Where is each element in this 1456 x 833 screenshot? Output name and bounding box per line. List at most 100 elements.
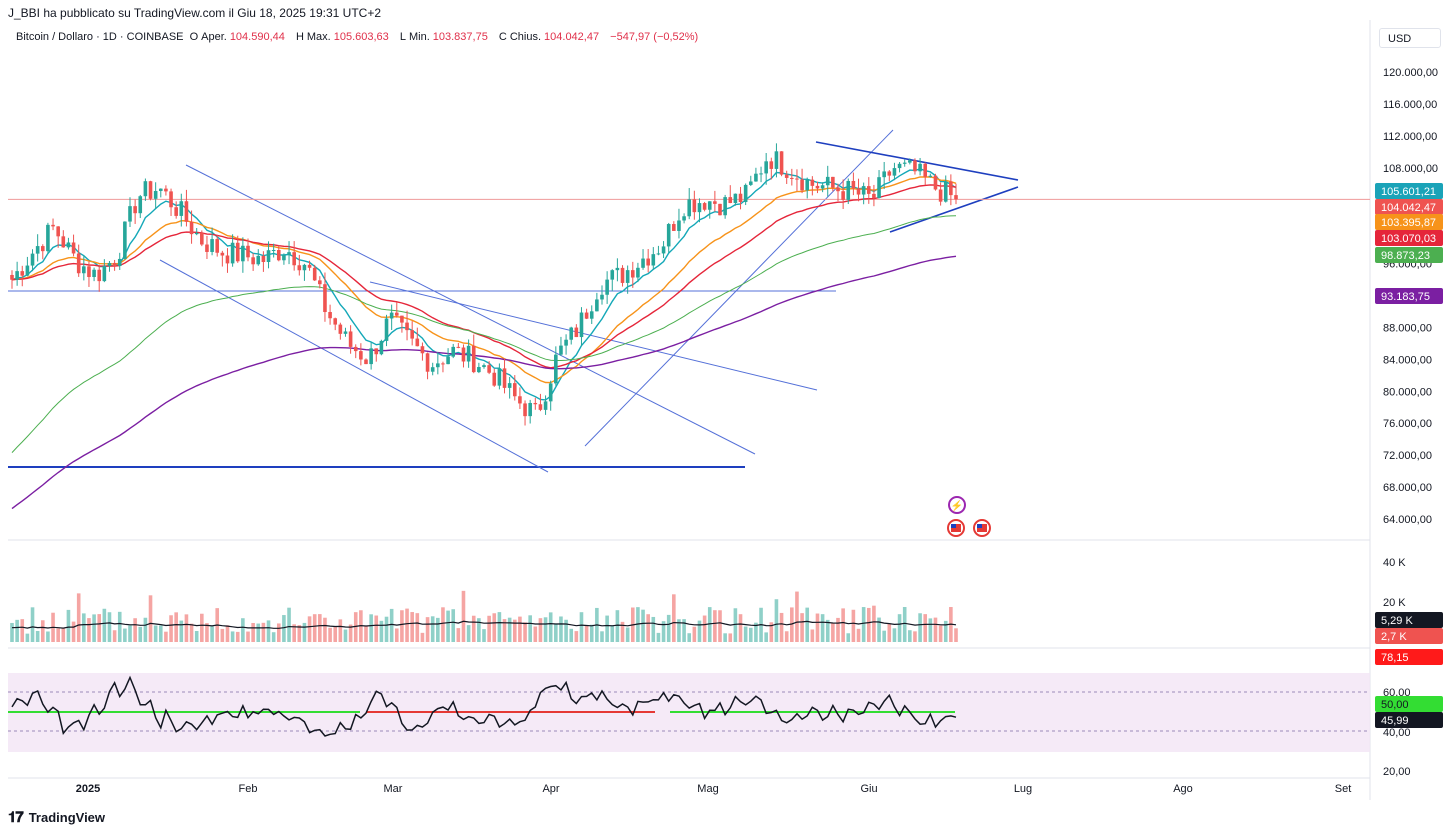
candle-body bbox=[846, 180, 851, 200]
volume-bar bbox=[410, 612, 414, 642]
symbol-label[interactable]: Bitcoin / Dollaro · 1D · COINBASE bbox=[16, 31, 184, 43]
volume-bar bbox=[800, 613, 804, 642]
candle-body bbox=[625, 270, 630, 283]
price-tick-4: 96.000,00 bbox=[1383, 259, 1432, 271]
rsi-tag-0: 78,15 bbox=[1381, 652, 1409, 664]
candle-body bbox=[918, 163, 922, 172]
candle-body bbox=[938, 189, 943, 202]
volume-bar bbox=[56, 628, 60, 642]
volume-bar bbox=[605, 615, 609, 642]
candle-body bbox=[158, 188, 163, 191]
volume-bar bbox=[102, 608, 107, 642]
volume-bar bbox=[810, 629, 815, 642]
volume-bar bbox=[620, 621, 625, 642]
candle-body bbox=[564, 339, 568, 346]
channel-lower bbox=[159, 259, 549, 473]
volume-bar bbox=[584, 625, 589, 642]
volume-bar bbox=[261, 622, 266, 642]
candle-body bbox=[369, 348, 373, 365]
candle-body bbox=[282, 255, 286, 261]
price-tag-4-bg bbox=[1375, 247, 1443, 263]
price-tick-9: 76.000,00 bbox=[1383, 418, 1432, 430]
candle-body bbox=[718, 203, 722, 216]
candle-body bbox=[61, 236, 66, 248]
volume-bar bbox=[713, 610, 717, 642]
candle-body bbox=[620, 267, 625, 283]
volume-bar bbox=[338, 619, 343, 642]
volume-bar bbox=[230, 631, 235, 642]
price-axis-ticks: 120.000,00 116.000,00 112.000,00 108.000,00… bbox=[1383, 67, 1438, 526]
candle-body bbox=[10, 274, 14, 280]
volume-bar bbox=[672, 594, 676, 642]
us-flag-event-icon-2[interactable] bbox=[973, 519, 991, 537]
volume-bar bbox=[71, 621, 76, 642]
price-tag-2: 103.395,87 bbox=[1381, 217, 1436, 229]
volume-bar bbox=[908, 630, 912, 642]
price-tag-5-bg bbox=[1375, 288, 1443, 304]
volume-bar bbox=[40, 620, 45, 642]
channel-upper bbox=[185, 164, 756, 455]
volume-bar bbox=[702, 615, 707, 642]
volume-bar bbox=[287, 607, 291, 642]
rsi-line: 60,00 40,00 20,00 bbox=[11, 675, 1411, 778]
volume-bar bbox=[764, 632, 768, 642]
ema-21-line bbox=[11, 176, 957, 384]
volume-bar bbox=[446, 610, 450, 642]
volume-bar bbox=[615, 610, 620, 642]
trendline-drawings bbox=[8, 129, 1370, 473]
candle-body bbox=[210, 239, 214, 252]
volume-bar bbox=[641, 609, 645, 642]
time-tick-8: Set bbox=[1335, 783, 1352, 795]
change-value: −547,97 (−0,52%) bbox=[610, 31, 699, 43]
flash-event-icon[interactable]: ⚡ bbox=[948, 496, 966, 514]
triangle-lower bbox=[889, 186, 1019, 233]
volume-bar bbox=[112, 630, 117, 642]
candle-body bbox=[615, 267, 620, 271]
candle-body bbox=[800, 179, 804, 191]
candle-body bbox=[384, 318, 389, 341]
candle-body bbox=[538, 404, 543, 410]
candle-body bbox=[892, 168, 897, 176]
volume-bar bbox=[728, 633, 733, 642]
candle-body bbox=[784, 174, 789, 178]
candle-body bbox=[364, 359, 368, 365]
volume-bar bbox=[851, 609, 856, 642]
volume-bar bbox=[128, 625, 132, 642]
candle-body bbox=[831, 176, 835, 188]
candle-body bbox=[379, 340, 384, 355]
volume-bar bbox=[774, 599, 779, 642]
time-tick-3: Apr bbox=[542, 783, 559, 795]
candle-body bbox=[138, 196, 143, 214]
candle-body bbox=[461, 347, 466, 362]
candle-body bbox=[584, 312, 589, 319]
candle-body bbox=[451, 346, 456, 357]
volume-bar bbox=[589, 624, 594, 642]
volume-bar bbox=[733, 608, 738, 642]
candle-body bbox=[20, 271, 25, 276]
volume-bar bbox=[759, 607, 763, 642]
candle-body bbox=[487, 365, 491, 373]
rsi-band bbox=[8, 673, 1370, 752]
high-letter: H bbox=[295, 31, 304, 43]
currency-button[interactable]: USD bbox=[1379, 28, 1441, 48]
volume-bar bbox=[333, 626, 338, 642]
tradingview-logo[interactable]: 𝟏𝟕 TradingView bbox=[8, 809, 105, 826]
price-tag-0: 105.601,21 bbox=[1381, 186, 1436, 198]
us-flag-event-icon[interactable] bbox=[947, 519, 965, 537]
volume-bar bbox=[518, 616, 522, 642]
volume-bar bbox=[189, 623, 194, 642]
candle-body bbox=[430, 367, 435, 372]
ohlc-legend: Bitcoin / Dollaro · 1D · COINBASE O Aper.… bbox=[16, 31, 706, 43]
volume-bar bbox=[133, 618, 137, 642]
time-tick-7: Ago bbox=[1173, 783, 1193, 795]
candle-body bbox=[646, 258, 650, 266]
candle-body bbox=[143, 181, 148, 197]
candle-body bbox=[743, 184, 748, 203]
candle-body bbox=[256, 255, 261, 265]
volume-bar bbox=[451, 609, 456, 642]
candle-body bbox=[179, 201, 184, 216]
time-tick-0: 2025 bbox=[76, 783, 100, 795]
candle-body bbox=[795, 178, 799, 180]
candle-body bbox=[748, 181, 753, 185]
